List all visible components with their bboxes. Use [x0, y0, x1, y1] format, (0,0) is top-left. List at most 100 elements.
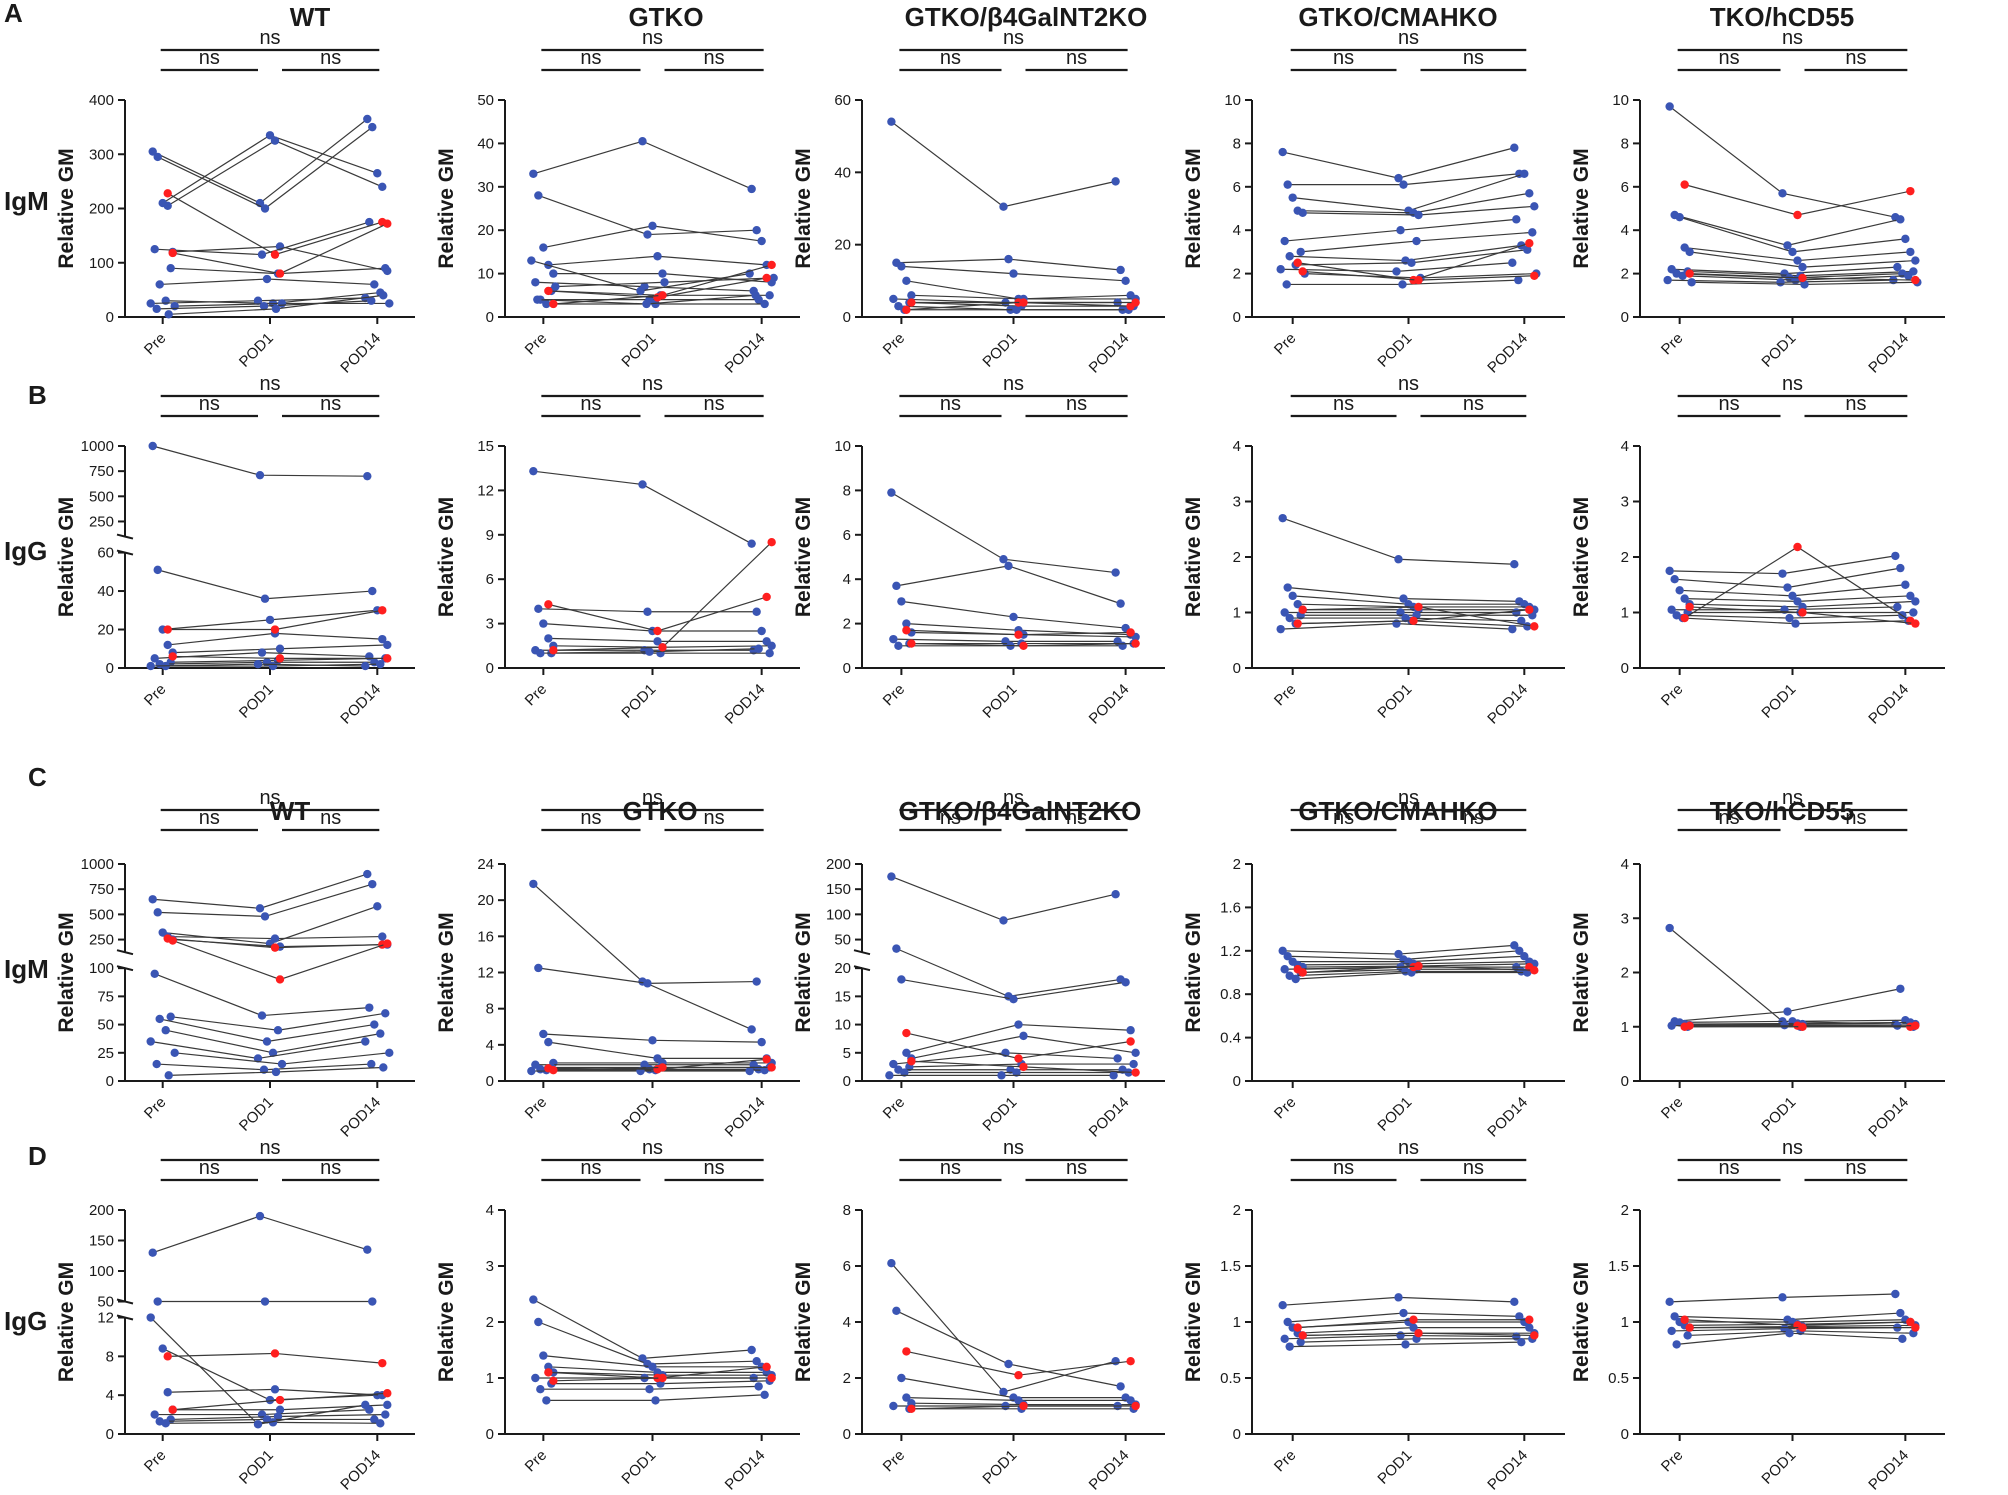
- y-tick-label: 9: [486, 527, 494, 544]
- series-point: [1409, 1323, 1418, 1332]
- series-point: [907, 291, 916, 300]
- highlight-point: [1019, 298, 1028, 307]
- series-point: [376, 1029, 385, 1038]
- y-tick-label: 1.2: [1220, 943, 1241, 960]
- series-point: [533, 295, 542, 304]
- series-point: [1129, 1059, 1138, 1069]
- series-point: [155, 280, 164, 289]
- column-title-gtko-cmahko: GTKO/CMAHKO: [1298, 2, 1497, 32]
- y-tick-label: 1000: [81, 856, 114, 873]
- series-point: [146, 299, 155, 308]
- series-point: [536, 649, 545, 658]
- highlight-point: [1019, 641, 1028, 650]
- series-point: [747, 1025, 756, 1034]
- highlight-point: [275, 269, 285, 278]
- series-point: [765, 649, 774, 658]
- series-point: [1009, 994, 1018, 1004]
- y-tick-label: 3: [486, 616, 494, 633]
- y-tick-label: 4: [486, 1037, 494, 1054]
- significance-label: ns: [1066, 47, 1087, 69]
- series-point: [370, 280, 379, 289]
- series-point: [166, 1012, 175, 1021]
- highlight-point: [1911, 1323, 1920, 1332]
- y-tick-label: 0: [486, 660, 494, 677]
- y-tick-label: 30: [477, 179, 494, 196]
- highlight-point: [907, 298, 916, 307]
- series-point: [531, 278, 540, 287]
- y-tick-label: 2: [486, 1314, 494, 1331]
- highlight-point: [1685, 602, 1694, 612]
- series-point: [767, 641, 776, 650]
- y-tick-label: 0: [1621, 1073, 1629, 1090]
- y-tick-label: 4: [106, 1387, 114, 1404]
- highlight-point: [907, 1057, 916, 1066]
- series-point: [1783, 1007, 1792, 1016]
- series-point: [170, 301, 179, 311]
- series-point: [1517, 1337, 1526, 1347]
- y-tick-label: 0: [106, 1426, 114, 1443]
- y-tick-label: 400: [89, 92, 114, 109]
- series-point: [265, 615, 275, 625]
- series-point: [379, 291, 388, 300]
- series-point: [1683, 1331, 1692, 1340]
- series-point: [275, 1405, 285, 1414]
- highlight-point: [1525, 1315, 1534, 1324]
- series-point: [1276, 624, 1285, 634]
- highlight-point: [1793, 542, 1802, 552]
- highlight-point: [275, 975, 285, 984]
- series-point: [651, 1396, 660, 1405]
- y-tick-label: 50: [97, 1294, 114, 1311]
- series-point: [752, 1357, 761, 1366]
- series-point: [255, 1211, 265, 1221]
- y-tick-label: 0: [1621, 660, 1629, 677]
- significance-label: ns: [642, 1137, 663, 1159]
- y-tick-label: 60: [97, 545, 114, 562]
- y-tick-label: 40: [97, 583, 114, 600]
- series-point: [271, 1067, 281, 1077]
- significance-label: ns: [580, 1157, 601, 1179]
- series-point: [997, 1071, 1006, 1080]
- y-tick-label: 2: [1233, 1202, 1241, 1219]
- series-point: [1394, 555, 1403, 564]
- significance-label: ns: [199, 807, 220, 829]
- series-point: [275, 644, 285, 653]
- series-point: [892, 1306, 901, 1316]
- significance-label: ns: [1463, 393, 1484, 415]
- series-point: [253, 296, 263, 305]
- y-tick-label: 8: [1621, 135, 1629, 152]
- series-point: [153, 1297, 162, 1306]
- series-point: [368, 122, 377, 132]
- y-axis-label: Relative GM: [792, 497, 815, 617]
- significance-label: ns: [1719, 47, 1740, 69]
- series-point: [752, 226, 761, 235]
- highlight-point: [1525, 605, 1534, 614]
- y-axis-label: Relative GM: [55, 1262, 78, 1382]
- series-point: [1798, 262, 1807, 272]
- highlight-point: [1911, 1021, 1920, 1030]
- series-point: [1793, 256, 1802, 265]
- series-point: [1296, 247, 1305, 257]
- y-tick-label: 0.5: [1608, 1370, 1629, 1387]
- y-tick-label: 50: [477, 92, 494, 109]
- y-tick-label: 6: [1233, 179, 1241, 196]
- series-point: [1891, 551, 1900, 561]
- significance-label: ns: [259, 373, 280, 395]
- series-point: [754, 644, 763, 653]
- y-tick-label: 3: [486, 1258, 494, 1275]
- series-point: [1113, 1054, 1122, 1063]
- y-tick-label: 200: [89, 201, 114, 218]
- y-tick-label: 4: [1621, 856, 1629, 873]
- series-point: [1667, 605, 1676, 614]
- series-point: [1778, 189, 1787, 198]
- column-title-gtko: GTKO: [628, 2, 703, 32]
- highlight-point: [1014, 630, 1023, 639]
- y-tick-label: 10: [477, 266, 494, 283]
- y-tick-label: 2: [843, 1370, 851, 1387]
- y-tick-label: 1.6: [1220, 899, 1241, 916]
- highlight-point: [1126, 1037, 1135, 1046]
- series-point: [1116, 599, 1125, 608]
- series-point: [1019, 1031, 1028, 1041]
- significance-label: ns: [259, 1137, 280, 1159]
- series-point: [534, 1317, 543, 1327]
- series-point: [642, 299, 651, 309]
